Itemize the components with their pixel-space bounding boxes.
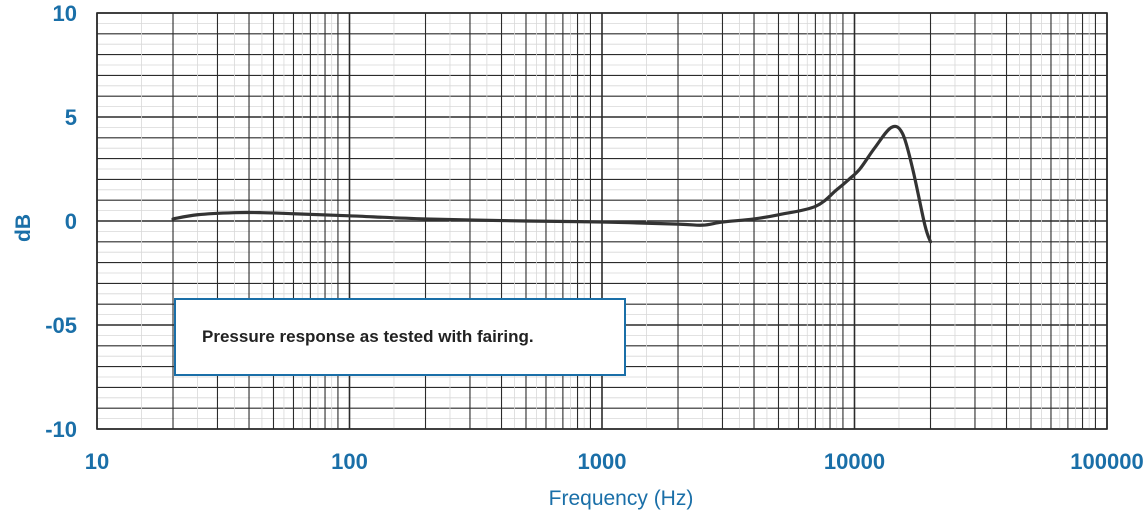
annotation-box: Pressure response as tested with fairing… [174, 298, 626, 376]
y-axis-title: dB [12, 214, 35, 242]
plot-frame [96, 12, 1108, 430]
response-curve [171, 124, 933, 244]
annotation-text: Pressure response as tested with fairing… [202, 327, 534, 346]
x-tick-label: 100 [331, 449, 368, 474]
y-tick-label: 0 [65, 209, 77, 234]
y-tick-label: -10 [45, 417, 77, 442]
x-tick-label: 100000 [1070, 449, 1143, 474]
x-tick-label: 10 [85, 449, 109, 474]
x-axis-title: Frequency (Hz) [549, 487, 694, 510]
x-tick-label: 10000 [824, 449, 885, 474]
y-tick-label: -05 [45, 313, 77, 338]
x-tick-label: 1000 [578, 449, 627, 474]
y-tick-label: 5 [65, 105, 77, 130]
y-tick-label: 10 [53, 1, 77, 26]
